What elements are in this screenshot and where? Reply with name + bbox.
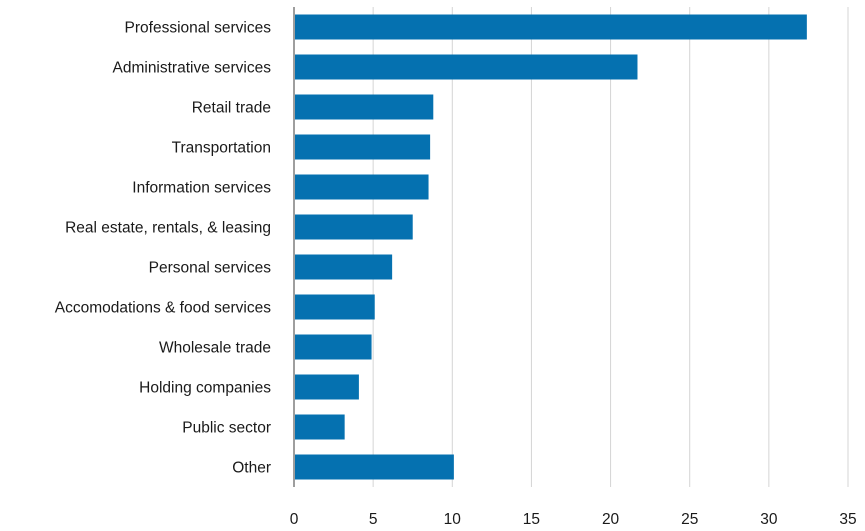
gridlines (372, 7, 849, 487)
category-label: Real estate, rentals, & leasing (65, 220, 271, 237)
x-tick-label: 30 (760, 511, 778, 528)
category-label: Transportation (172, 140, 271, 157)
x-tick-label: 20 (602, 511, 620, 528)
category-label: Professional services (125, 20, 272, 37)
category-label: Personal services (149, 260, 272, 277)
category-label: Administrative services (113, 60, 272, 77)
x-tick-label: 25 (681, 511, 698, 528)
bar (294, 94, 434, 120)
bar (294, 374, 359, 400)
category-label: Retail trade (192, 100, 271, 117)
x-tick-label: 35 (839, 511, 856, 528)
bar (294, 294, 375, 320)
x-tick-labels: 0 5 10 15 20 25 30 35 (290, 511, 857, 528)
x-tick-label: 0 (290, 511, 299, 528)
bar (294, 134, 431, 160)
bar (294, 414, 345, 440)
category-label: Public sector (182, 420, 271, 437)
bar (294, 454, 454, 480)
x-tick-label: 10 (444, 511, 462, 528)
category-label: Information services (132, 180, 271, 197)
category-label: Other (232, 460, 271, 477)
category-label: Accomodations & food services (55, 300, 271, 317)
category-label: Wholesale trade (159, 340, 271, 357)
bar (294, 174, 429, 200)
bars (294, 14, 807, 480)
bar (294, 214, 413, 240)
x-tick-label: 5 (369, 511, 378, 528)
bar (294, 14, 807, 40)
category-labels: Professional services Administrative serv… (55, 20, 271, 477)
bar (294, 54, 638, 80)
x-tick-label: 15 (523, 511, 540, 528)
bar (294, 254, 393, 280)
bar (294, 334, 372, 360)
category-label: Holding companies (139, 380, 271, 397)
